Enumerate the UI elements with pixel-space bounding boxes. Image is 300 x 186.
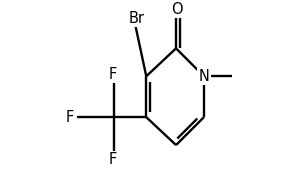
Text: F: F xyxy=(109,67,117,82)
Text: F: F xyxy=(109,153,117,167)
Text: F: F xyxy=(65,110,74,125)
Text: Br: Br xyxy=(129,11,145,26)
Text: O: O xyxy=(171,2,183,17)
Text: N: N xyxy=(199,69,209,84)
